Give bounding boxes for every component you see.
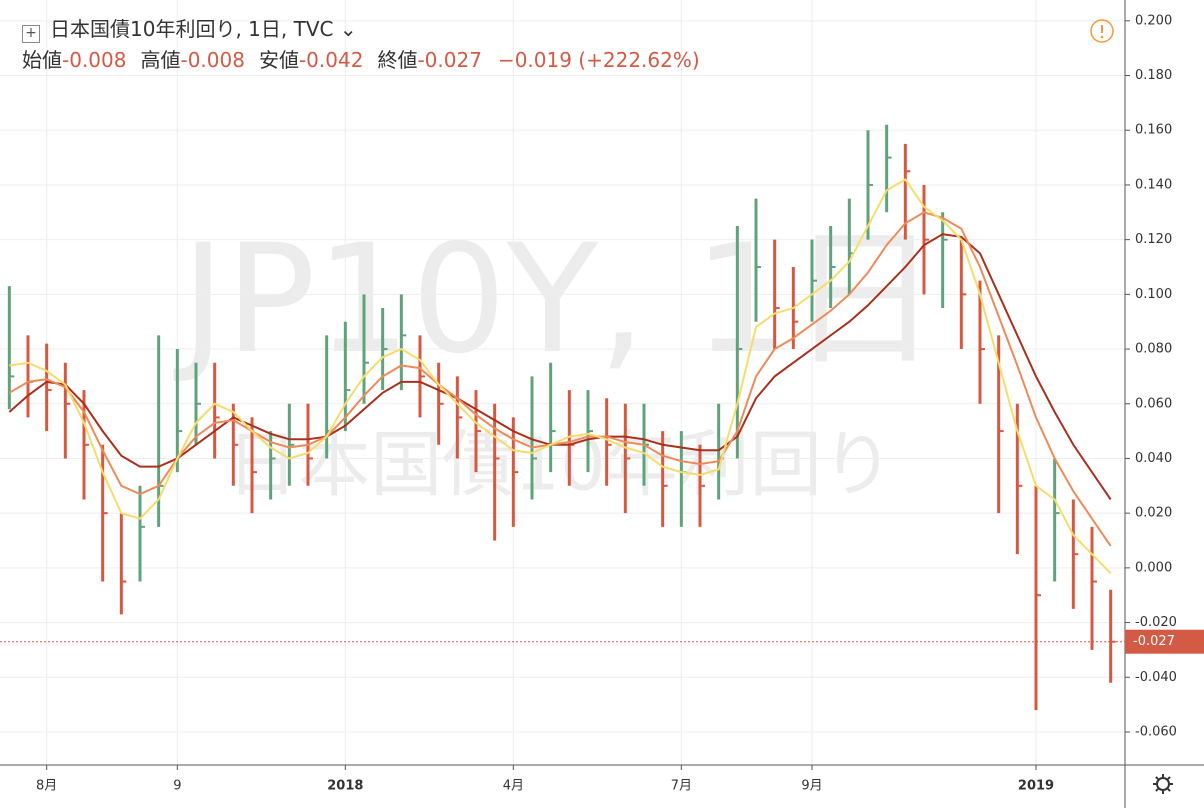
moving-average bbox=[8, 233, 1112, 501]
last-price-box bbox=[1125, 629, 1204, 654]
quote-row: 始値-0.008 高値-0.008 安値-0.042 終値-0.027 −0.019 (… bbox=[22, 45, 700, 76]
y-tick-label: -0.060 bbox=[1135, 724, 1177, 739]
alert-circle bbox=[1090, 19, 1114, 43]
gear bbox=[1156, 777, 1170, 791]
moving-average bbox=[8, 211, 1112, 547]
last-price-label: -0.027 bbox=[1133, 634, 1175, 649]
watermark: 日本国債10年利回り bbox=[226, 423, 894, 507]
quote-label: 終値 bbox=[377, 48, 418, 72]
title-row: + 日本国債10年利回り, 1日, TVC ⌄ bbox=[22, 14, 700, 45]
y-tick-label: 0.160 bbox=[1135, 123, 1172, 138]
y-tick-label: 0.200 bbox=[1135, 13, 1172, 28]
settings-icon[interactable] bbox=[1153, 774, 1173, 794]
watermark: JP10Y, 1日 bbox=[173, 213, 939, 387]
quote-label: 安値 bbox=[258, 48, 299, 72]
title: 日本国債10年利回り, 1日, TVC bbox=[50, 17, 334, 41]
quote-value: -0.008 bbox=[180, 48, 245, 72]
alert-dot bbox=[1100, 35, 1104, 39]
y-tick-label: 0.120 bbox=[1135, 232, 1172, 247]
gear-tooth bbox=[1155, 788, 1159, 792]
expand-icon[interactable]: + bbox=[22, 25, 40, 43]
header: + 日本国債10年利回り, 1日, TVC ⌄ 始値-0.008 高値-0.008 安… bbox=[22, 14, 700, 76]
gear-tooth bbox=[1167, 788, 1171, 792]
y-tick-label: 0.180 bbox=[1135, 68, 1172, 83]
x-tick-label: 2018 bbox=[327, 779, 363, 794]
x-tick-label: 9月 bbox=[801, 779, 822, 794]
y-tick-label: 0.000 bbox=[1135, 560, 1172, 575]
y-tick-label: -0.040 bbox=[1135, 670, 1177, 685]
gear-tooth bbox=[1167, 776, 1171, 780]
y-tick-label: 0.020 bbox=[1135, 506, 1172, 521]
quote-value: -0.042 bbox=[298, 48, 364, 72]
y-tick-label: 0.060 bbox=[1135, 396, 1172, 411]
y-tick-label: 0.100 bbox=[1135, 287, 1172, 302]
quote-label: 高値 bbox=[140, 48, 181, 72]
x-tick-label: 9 bbox=[173, 779, 181, 794]
gear-tooth bbox=[1155, 776, 1159, 780]
y-tick-label: 0.040 bbox=[1135, 451, 1172, 466]
y-tick-label: 0.140 bbox=[1135, 177, 1172, 192]
alert-icon bbox=[1090, 19, 1114, 43]
quote-value: -0.008 bbox=[62, 48, 127, 72]
quote-change: −0.019 (+222.62%) bbox=[497, 48, 700, 72]
x-tick-label: 4月 bbox=[503, 779, 524, 794]
y-tick-label: -0.020 bbox=[1135, 615, 1177, 630]
quote-label: 始値 bbox=[22, 48, 62, 72]
x-tick-label: 2019 bbox=[1018, 779, 1054, 794]
quote-value: -0.027 bbox=[417, 48, 482, 72]
x-tick-label: 8月 bbox=[36, 779, 57, 794]
y-tick-label: 0.080 bbox=[1135, 342, 1172, 357]
moving-average bbox=[9, 178, 1112, 575]
x-tick-label: 7月 bbox=[671, 779, 692, 794]
